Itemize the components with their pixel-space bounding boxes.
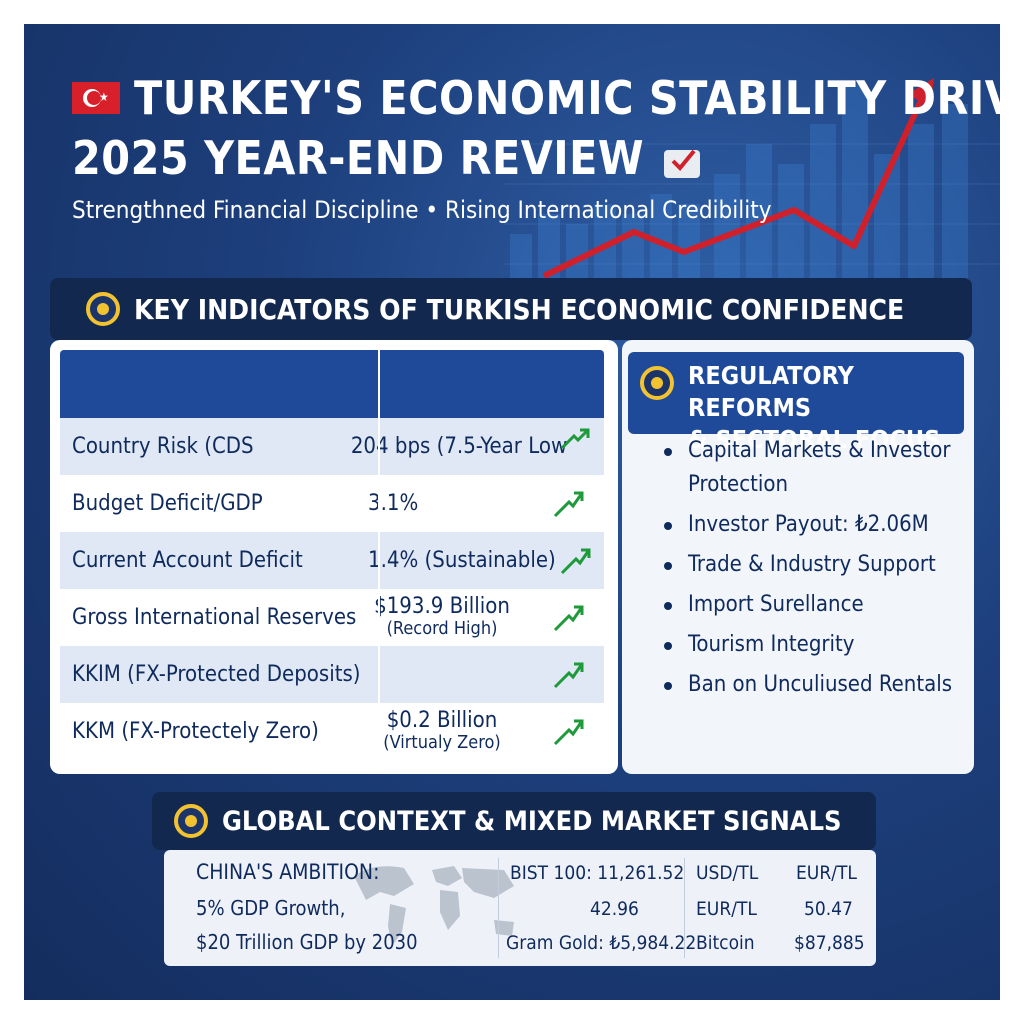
page-title: ★ TURKEY'S ECONOMIC STABILITY DRIVE: 202… (72, 68, 1000, 188)
background-growth-chart (504, 78, 1000, 280)
table-row: Current Account Deficit 1.4% (Sustainabl… (60, 532, 604, 589)
china-ambition-title: CHINA'S AMBITION: (196, 860, 380, 884)
table-row: Budget Deficit/GDP 3.1% (60, 475, 604, 532)
indicators-table: Country Risk (CDS 204 bps (7.5-Year Low … (60, 350, 604, 758)
indicator-label: Gross International Reserves (72, 605, 357, 630)
reforms-heading-line-1: REGULATORY REFORMS (688, 361, 854, 422)
list-item: Ban on Unculiused Rentals (660, 668, 988, 702)
reforms-heading-line-2: & SECTORAL FOCUS (688, 425, 941, 454)
indicator-value-note: (Record High) (386, 617, 498, 639)
table-row: Country Risk (CDS 204 bps (7.5-Year Low (60, 418, 604, 475)
trend-up-icon (560, 428, 594, 452)
bitcoin-value: $87,885 (794, 932, 865, 954)
checkbox-check-icon (664, 149, 701, 178)
indicator-value: $193.9 Billion (374, 593, 510, 619)
indicator-label: Current Account Deficit (72, 548, 303, 573)
title-line-1: TURKEY'S ECONOMIC STABILITY DRIVE: (134, 71, 1000, 125)
table-row: KKIM (FX-Protected Deposits) (60, 646, 604, 703)
eur-tl-label: EUR/TL (696, 898, 757, 920)
table-header (60, 350, 604, 418)
shield-icon (640, 366, 674, 400)
trend-up-icon (542, 603, 594, 633)
eur-tl-value: 50.47 (804, 898, 853, 920)
table-column-divider (378, 350, 380, 758)
china-gdp-target: $20 Trillion GDP by 2030 (196, 930, 418, 954)
key-indicators-heading: KEY INDICATORS OF TURKISH ECONOMIC CONFI… (50, 278, 972, 340)
usd-tl-label: USD/TL (696, 862, 759, 884)
infographic-poster: ★ TURKEY'S ECONOMIC STABILITY DRIVE: 202… (24, 24, 1000, 1000)
gram-gold-value: Gram Gold: ₺5,984.22 (506, 932, 697, 954)
list-item: Import Surellance (660, 588, 988, 622)
table-row: Gross International Reserves $193.9 Bill… (60, 589, 604, 646)
indicator-label: Country Risk (CDS (72, 434, 254, 459)
list-item: Tourism Integrity (660, 628, 988, 662)
reforms-heading: REGULATORY REFORMS & SECTORAL FOCUS (628, 352, 964, 454)
trend-up-icon (542, 489, 594, 519)
turkey-flag-icon: ★ (72, 82, 120, 114)
indicator-value: $0.2 Billion (386, 707, 498, 733)
indicator-value-note: (Virtualy Zero) (383, 731, 501, 753)
global-context-title: GLOBAL CONTEXT & MIXED MARKET SIGNALS (222, 805, 842, 837)
key-indicators-title: KEY INDICATORS OF TURKISH ECONOMIC CONFI… (134, 292, 905, 326)
reforms-list: Capital Markets & Investor Protection In… (660, 434, 988, 708)
trend-up-icon (556, 546, 594, 576)
indicator-label: Budget Deficit/GDP (72, 491, 263, 516)
shield-icon (174, 804, 208, 838)
world-map-icon (354, 866, 514, 946)
column-divider (684, 858, 685, 958)
title-line-2: 2025 YEAR-END REVIEW (72, 131, 645, 185)
china-gdp-growth: 5% GDP Growth, (196, 896, 346, 920)
trend-up-icon (542, 660, 594, 690)
indicator-value-group: $193.9 Billion (Record High) (342, 593, 542, 640)
indicator-value: 3.1% (368, 490, 419, 516)
indicator-value: 1.4% (Sustainable) (368, 547, 556, 573)
market-value: 42.96 (590, 898, 639, 920)
global-context-panel: CHINA'S AMBITION: 5% GDP Growth, $20 Tri… (164, 850, 876, 966)
list-item: Trade & Industry Support (660, 548, 988, 582)
list-item: Capital Markets & Investor Protection (660, 434, 988, 502)
shield-icon (86, 292, 120, 326)
global-context-heading: GLOBAL CONTEXT & MIXED MARKET SIGNALS (152, 792, 876, 850)
column-divider (498, 858, 499, 958)
trend-up-icon (542, 717, 594, 747)
indicator-value: 204 bps (7.5-Year Low (350, 433, 568, 459)
bitcoin-label: Bitcoin (696, 932, 755, 954)
bist-100-value: BIST 100: 11,261.52 (510, 862, 685, 884)
list-item: Investor Payout: ₺2.06M (660, 508, 988, 542)
indicator-label: KKM (FX-Protectely Zero) (72, 719, 319, 744)
subtitle: Strengthned Financial Discipline • Risin… (72, 196, 772, 224)
indicator-label: KKIM (FX-Protected Deposits) (72, 662, 361, 687)
indicator-value-group: $0.2 Billion (Virtualy Zero) (342, 707, 542, 754)
eur-tl-header: EUR/TL (796, 862, 857, 884)
table-row: KKM (FX-Protectely Zero) $0.2 Billion (V… (60, 703, 604, 758)
